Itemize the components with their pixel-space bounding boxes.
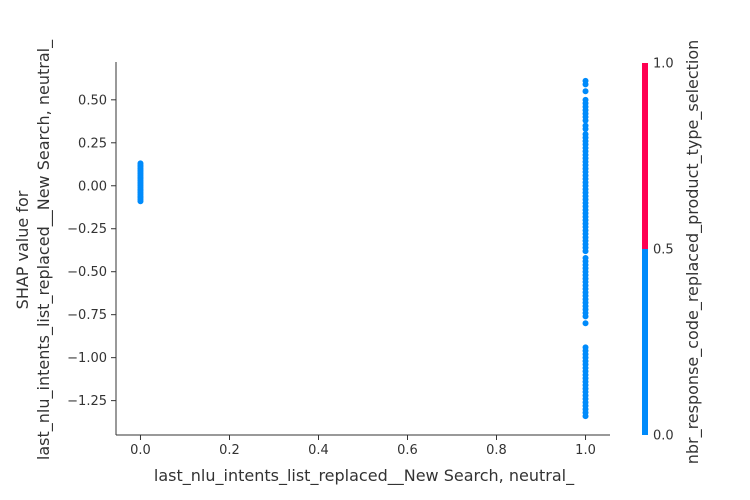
x-tick-label: 0.2 (219, 443, 240, 458)
x-tick-label: 0.8 (486, 443, 507, 458)
colorbar-segment (642, 249, 648, 435)
data-point (582, 81, 589, 88)
colorbar: 1.0 0.5 0.0 (642, 57, 674, 444)
y-tick-label: −0.75 (67, 308, 107, 323)
data-point (137, 198, 144, 205)
y-tick-label: −1.25 (67, 394, 107, 409)
y-tick-label: 0.25 (78, 136, 107, 151)
colorbar-tick-label: 1.0 (653, 57, 674, 72)
axes: 0.0 0.2 0.4 0.6 0.8 1.0 0.50 0.25 0.00 −0.25 −0.50… (67, 62, 610, 458)
y-tick-label: −0.25 (67, 222, 107, 237)
colorbar-label: nbr_response_code_replaced_product_type_… (683, 40, 703, 465)
data-point (582, 248, 589, 255)
x-axis-label: last_nlu_intents_list_replaced__New Sear… (154, 466, 575, 486)
colorbar-tick-label: 0.0 (653, 429, 674, 444)
data-point (582, 117, 589, 124)
y-tick-label: 0.00 (78, 179, 107, 194)
x-tick-label: 1.0 (575, 443, 596, 458)
data-points (137, 77, 589, 420)
x-tick-label: 0.4 (308, 443, 329, 458)
data-point (582, 126, 589, 133)
y-axis-label-line-1: SHAP value for (13, 190, 32, 309)
colorbar-segment (642, 63, 648, 249)
data-point (582, 320, 589, 327)
y-tick-label: −1.00 (67, 351, 107, 366)
data-point (582, 88, 589, 95)
y-axis-label-line-2: last_nlu_intents_list_replaced__New Sear… (34, 39, 54, 460)
data-point (582, 413, 589, 420)
x-tick-label: 0.0 (130, 443, 151, 458)
x-tick-label: 0.6 (397, 443, 418, 458)
colorbar-tick-label: 0.5 (653, 243, 674, 258)
y-tick-label: −0.50 (67, 265, 107, 280)
y-tick-label: 0.50 (78, 93, 107, 108)
data-point (582, 313, 589, 320)
